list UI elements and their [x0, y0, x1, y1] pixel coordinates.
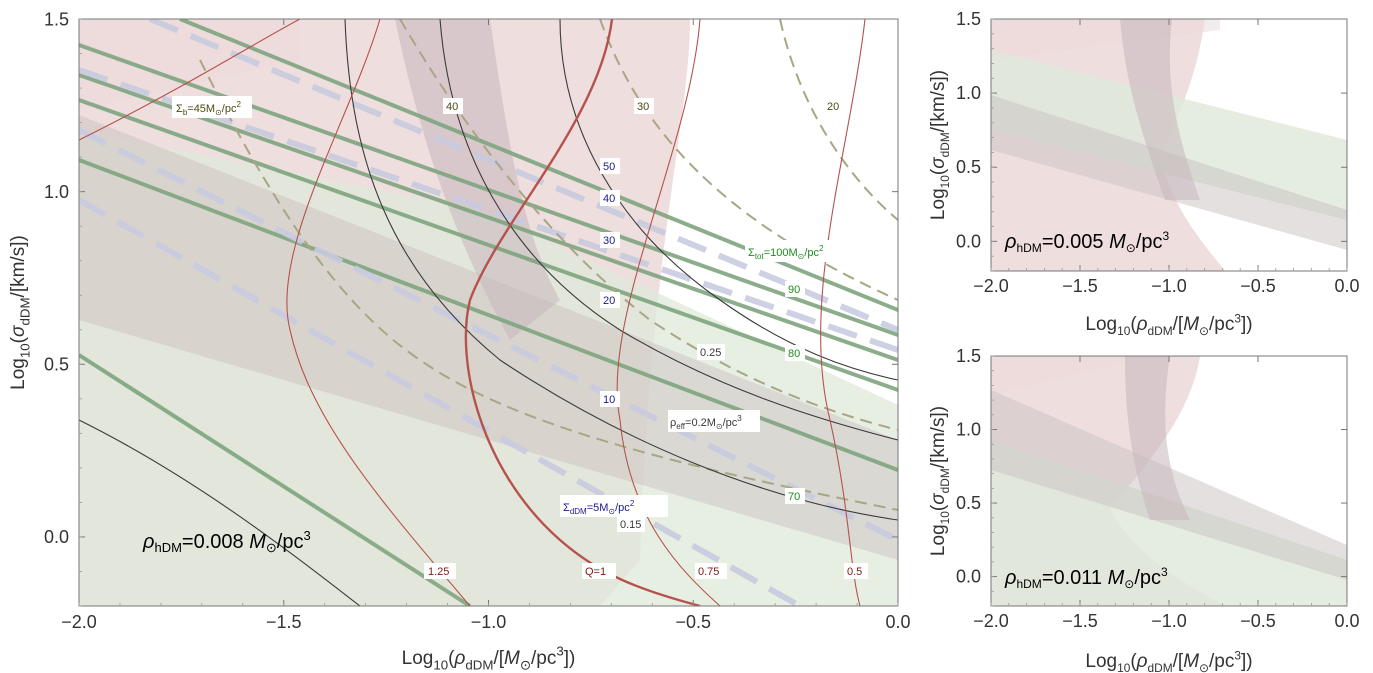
label-q-0.5: 0.5 [847, 566, 862, 578]
y-tick-label: 1.5 [956, 346, 981, 366]
label-sigma-tot-70: 70 [788, 491, 800, 503]
y-tick-label: 1.0 [956, 83, 981, 103]
y-tick-label: 0.0 [44, 527, 69, 547]
y-axis-title: Log10(σdDM/[km/s]) [928, 406, 952, 556]
label-sigma-tot-100: Σtot=100M⊙/pc2 [748, 244, 824, 261]
q-contour [79, 19, 301, 141]
x-tick-label: −1.5 [266, 612, 302, 632]
label-sigma-tot-90: 90 [788, 284, 800, 296]
label-q-1.25: 1.25 [428, 566, 449, 578]
gray-vertical-band [1120, 19, 1200, 200]
y-axis-title: Log10(σdDM/[km/s]) [928, 70, 952, 220]
axes-panel-2: −2.0 −1.5 −1.0 −0.5 0.0 0.0 0.5 1.0 1.5 Log10(ρdD… [928, 346, 1360, 673]
label-sigma-ddm-30: 30 [603, 235, 615, 247]
y-tick-label: 0.0 [956, 231, 981, 251]
sigma-tot-contour [79, 73, 898, 362]
label-sigma-b-40: 40 [446, 101, 458, 113]
q-contour [820, 19, 866, 606]
label-rho-eff-0.15: 0.15 [620, 519, 641, 531]
sigma-b-contour [399, 19, 898, 431]
label-sigma-b-20: 20 [827, 101, 839, 113]
x-tick-label: −1.0 [471, 612, 507, 632]
sigma-ddm-contour [79, 197, 802, 606]
sigma-b-contour [199, 59, 898, 511]
y-tick-label: 1.5 [956, 9, 981, 29]
rho-eff-contour [439, 19, 898, 441]
x-axis-title: Log10(ρdDM/[M⊙/pc3]) [1085, 311, 1252, 338]
axes-panel-0: −2.0 −1.5 −1.0 −0.5 0.0 0.0 0.5 1.0 1.5 Log10(ρdD… [8, 9, 911, 672]
label-sigma-tot-80: 80 [788, 348, 800, 360]
x-tick-label: −2.0 [973, 276, 1009, 296]
label-sigma-ddm-50: 50 [603, 161, 615, 173]
gray-vertical-band [395, 19, 560, 340]
label-sigma-ddm-40: 40 [603, 193, 615, 205]
y-tick-label: 0.5 [956, 493, 981, 513]
bottom-right-region-plot: ρhDM=0.011 M⊙/pc3 [990, 355, 1348, 607]
x-tick-label: −2.0 [61, 612, 97, 632]
label-sigma-ddm-5: ΣdDM=5M⊙/pc2 [563, 499, 635, 516]
axes-panel-1: −2.0 −1.5 −1.0 −0.5 0.0 0.0 0.5 1.0 1.5 Log10(ρdD… [928, 9, 1360, 338]
main-contour-plot: Σb=45M⊙/pc2 40 30 20 50 40 30 20 10 ΣdDM… [78, 18, 899, 607]
label-sigma-b-45: Σb=45M⊙/pc2 [176, 100, 241, 117]
x-tick-label: −0.5 [1240, 276, 1276, 296]
x-tick-label: −1.0 [1151, 611, 1187, 631]
gray-vertical-band [1125, 356, 1190, 520]
label-sigma-ddm-20: 20 [603, 295, 615, 307]
label-q-0.75: 0.75 [698, 566, 719, 578]
sigma-tot-contour [79, 98, 898, 392]
sigma-tot-contour [79, 158, 898, 472]
y-tick-label: 1.0 [44, 182, 69, 202]
x-tick-label: 0.0 [1334, 276, 1359, 296]
y-tick-label: 1.5 [44, 9, 69, 29]
sigma-ddm-contour [79, 127, 898, 543]
top-right-annotation: ρhDM=0.005 M⊙/pc3 [1004, 229, 1170, 255]
x-tick-label: −0.5 [675, 612, 711, 632]
x-axis-title: Log10(ρdDM/[M⊙/pc3]) [1085, 648, 1252, 673]
sigma-b-contour [779, 19, 898, 221]
y-tick-label: 0.5 [956, 157, 981, 177]
x-tick-label: −1.5 [1062, 611, 1098, 631]
y-tick-label: 0.0 [956, 567, 981, 587]
rho-eff-contour [559, 19, 898, 381]
sigma-ddm-contour [148, 19, 898, 333]
x-axis-title: Log10(ρdDM/[M⊙/pc3]) [402, 643, 576, 672]
rho-eff-contour [79, 419, 361, 606]
y-tick-label: 0.5 [44, 355, 69, 375]
x-tick-label: −1.5 [1062, 276, 1098, 296]
label-rho-eff-0.25: 0.25 [700, 347, 721, 359]
main-annotation: ρhDM=0.008 M⊙/pc3 [142, 528, 311, 555]
bottom-right-annotation: ρhDM=0.011 M⊙/pc3 [1004, 565, 1168, 591]
label-rho-eff-0.2: ρeff=0.2M⊙/pc3 [670, 414, 742, 431]
sigma-b-contour [599, 19, 898, 301]
rho-eff-contour [344, 19, 898, 521]
x-tick-label: −1.0 [1151, 276, 1187, 296]
x-tick-label: 0.0 [885, 612, 910, 632]
top-right-region-plot: ρhDM=0.005 M⊙/pc3 [990, 18, 1348, 272]
label-sigma-ddm-10: 10 [603, 394, 615, 406]
x-tick-label: 0.0 [1334, 611, 1359, 631]
sigma-tot-contour [79, 353, 472, 606]
x-tick-label: −0.5 [1240, 611, 1276, 631]
q-contour [286, 19, 471, 606]
y-axis-title: Log10(σdDM/[km/s]) [8, 235, 33, 390]
label-sigma-b-30: 30 [637, 101, 649, 113]
label-q-1: Q=1 [585, 566, 606, 578]
x-tick-label: −2.0 [973, 611, 1009, 631]
y-tick-label: 1.0 [956, 419, 981, 439]
